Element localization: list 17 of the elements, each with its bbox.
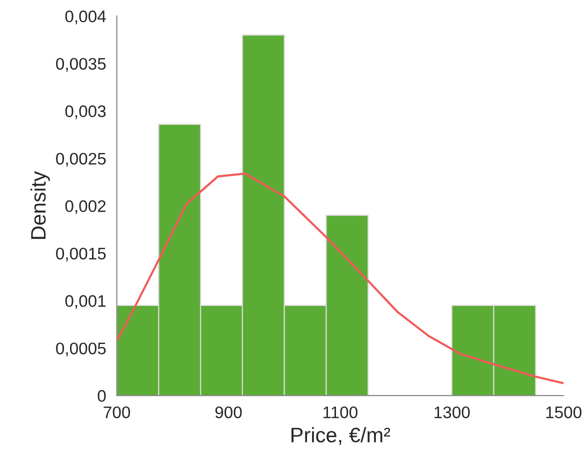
x-tick-label: 1100 <box>324 406 358 418</box>
y-tick-label: 0,0035 <box>56 58 106 72</box>
x-axis-title: Price, €/m² <box>292 427 390 445</box>
x-tick-label: 900 <box>215 406 242 418</box>
x-tick-label: 1300 <box>434 406 470 418</box>
y-tick-label: 0 <box>98 390 106 402</box>
y-tick-label: 0,0005 <box>56 342 106 356</box>
y-axis-title: Density <box>30 171 50 239</box>
y-tick-label: 0,001 <box>65 295 106 309</box>
x-tick-label: 1500 <box>546 406 582 418</box>
y-tick-label: 0,002 <box>65 200 106 214</box>
y-tick-label: 0,004 <box>65 10 106 24</box>
y-tick-label: 0,0015 <box>56 248 106 262</box>
y-tick-label: 0,003 <box>65 105 106 120</box>
y-tick-label: 0,0025 <box>56 152 106 167</box>
x-tick-label: 700 <box>104 406 130 418</box>
line-series <box>116 172 564 384</box>
